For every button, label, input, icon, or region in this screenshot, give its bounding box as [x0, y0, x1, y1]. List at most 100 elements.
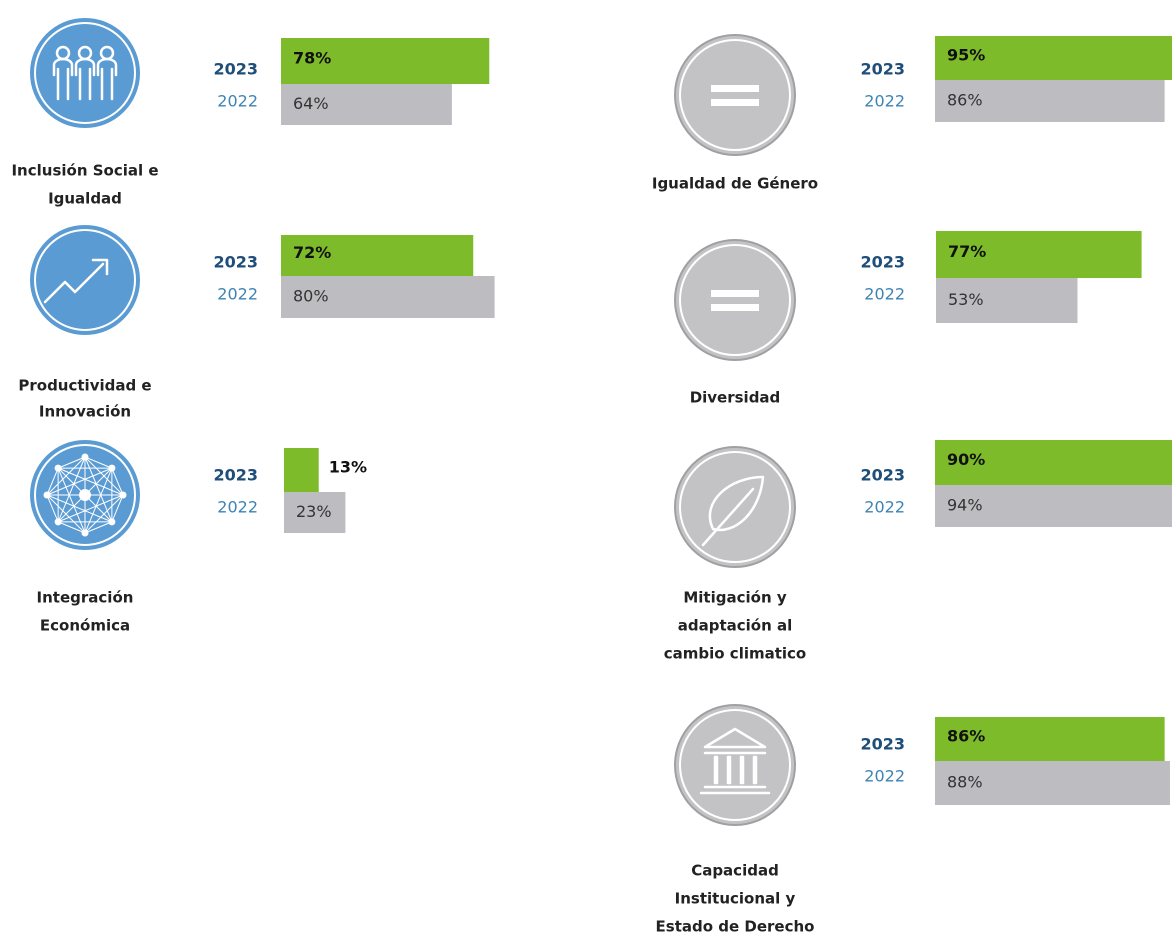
roof [699, 727, 771, 795]
value-label: 90% [947, 450, 985, 469]
panel-title: Institucional y [675, 890, 796, 908]
year-label: 2022 [864, 498, 905, 517]
icon-ring [34, 22, 136, 124]
bar [281, 235, 474, 276]
equals-bar [711, 304, 759, 311]
icon-ring [679, 244, 791, 356]
icon [674, 704, 796, 826]
leaf [701, 475, 765, 547]
icon-ring [679, 451, 791, 563]
icon-ring [34, 444, 136, 546]
net-link [46, 494, 59, 523]
bar [281, 276, 495, 318]
year-label: 2023 [213, 253, 258, 272]
equals-bar [711, 99, 759, 106]
net-node [81, 529, 89, 537]
value-label: 64% [293, 94, 329, 113]
bar [936, 278, 1078, 323]
panel-title: Mitigación y [683, 589, 786, 607]
value-label: 88% [947, 773, 983, 792]
net-link [57, 456, 86, 469]
value-label: 78% [293, 49, 331, 68]
icon [674, 34, 796, 156]
bar [935, 440, 1172, 485]
value-label: 72% [293, 243, 331, 262]
icon-ring [34, 229, 136, 331]
bar [935, 761, 1170, 805]
column [726, 755, 732, 785]
icon-circle [30, 18, 140, 128]
year-label: 2023 [213, 60, 258, 79]
icon [30, 225, 140, 335]
icon-circle [674, 704, 796, 826]
net-node [54, 518, 62, 526]
net-node [43, 491, 51, 499]
column [713, 755, 719, 785]
year-label: 2022 [864, 92, 905, 111]
person-body [74, 57, 96, 101]
panel-title: Igualdad [48, 190, 122, 208]
column [752, 755, 758, 785]
year-label: 2023 [860, 735, 905, 754]
net-link [111, 494, 124, 523]
icon [30, 440, 140, 550]
bar [281, 38, 490, 84]
panel-title: Igualdad de Género [652, 175, 818, 193]
bar [284, 448, 319, 492]
net-link [57, 521, 86, 534]
arrow [43, 258, 109, 304]
panel-title: Económica [40, 617, 130, 635]
net-node [108, 518, 116, 526]
net-link [84, 521, 113, 534]
panel-title: Inclusión Social e [11, 162, 158, 180]
panel-title: Estado de Derecho [656, 918, 815, 936]
icon-circle [674, 239, 796, 361]
person-body [52, 57, 74, 101]
year-label: 2022 [864, 767, 905, 786]
value-label: 13% [329, 458, 367, 477]
year-label: 2023 [860, 466, 905, 485]
bar [935, 80, 1165, 122]
net-node [108, 464, 116, 472]
panel-title: Innovación [39, 403, 131, 421]
panel-title: Productividad e [18, 377, 151, 395]
year-label: 2022 [864, 285, 905, 304]
value-label: 53% [948, 290, 984, 309]
year-label: 2023 [860, 60, 905, 79]
person-body [96, 57, 118, 101]
panel-title: adaptación al [678, 617, 793, 635]
bar [935, 485, 1172, 527]
net-node [54, 464, 62, 472]
year-label: 2023 [213, 466, 258, 485]
net-link [84, 456, 113, 469]
value-label: 23% [296, 502, 332, 521]
year-label: 2023 [860, 253, 905, 272]
bar [284, 492, 346, 533]
equals-bar [711, 290, 759, 297]
value-label: 94% [947, 496, 983, 515]
icon-ring [679, 709, 791, 821]
year-label: 2022 [217, 498, 258, 517]
value-label: 80% [293, 287, 329, 306]
icon [30, 18, 140, 128]
year-label: 2022 [217, 285, 258, 304]
panel-title: Integración [37, 589, 134, 607]
bar [935, 717, 1165, 761]
column [739, 755, 745, 785]
value-label: 95% [947, 46, 985, 65]
net-link [46, 467, 59, 496]
value-label: 86% [947, 727, 985, 746]
bar [281, 84, 452, 125]
icon [674, 239, 796, 361]
net-link [46, 456, 86, 496]
value-label: 77% [948, 242, 986, 261]
panel-title: Diversidad [690, 389, 781, 407]
year-label: 2022 [217, 92, 258, 111]
bar [936, 231, 1142, 278]
icon-circle [674, 446, 796, 568]
icon-circle [674, 34, 796, 156]
net-link [111, 467, 124, 496]
net-link [46, 467, 113, 496]
icon [674, 446, 796, 568]
